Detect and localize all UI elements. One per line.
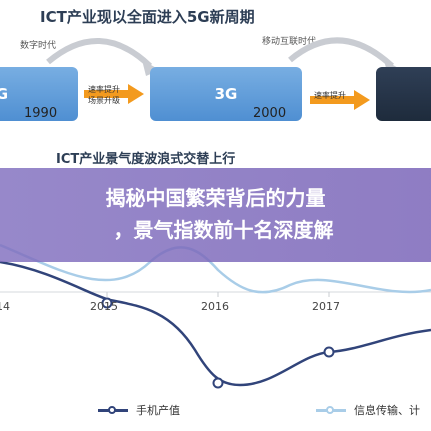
arrow-label-2: 速率提升 — [314, 91, 346, 100]
infographic-title: ICT产业现以全面进入5G新周期 — [40, 8, 255, 26]
legend-marker-icon — [98, 406, 128, 414]
point-phone-2017 — [323, 346, 335, 358]
curved-arrow-1-icon — [46, 38, 153, 69]
headline-banner[interactable]: 揭秘中国繁荣背后的力量 ，景气指数前十名深度解 — [0, 168, 431, 262]
arrow-label-1: 速率提升 场景升级 — [88, 85, 120, 105]
x-axis-tick-marks — [106, 292, 330, 297]
point-phone-2015 — [101, 297, 113, 309]
year-2000: 2000 — [253, 106, 287, 121]
generation-box-2g: G — [0, 67, 78, 121]
legend-marker-icon — [316, 406, 346, 414]
series-line-phone-output — [0, 260, 431, 387]
chart-title: ICT产业景气度波浪式交替上行 — [56, 152, 236, 167]
era-label-mobile: 移动互联时代 — [262, 37, 317, 47]
point-phone-2016 — [212, 377, 224, 389]
generation-box-next — [376, 67, 431, 121]
orange-arrow-1-icon — [84, 84, 144, 104]
curved-arrow-2-icon — [288, 37, 395, 69]
x-tick-label-2016: 2016 — [201, 300, 229, 313]
year-1990: 1990 — [24, 106, 58, 121]
era-label-digital: 数字时代 — [20, 41, 57, 51]
x-tick-label-2017: 2017 — [312, 300, 340, 313]
generation-box-3g: 3G — [150, 67, 302, 121]
legend-item-phone-output: 手机产值 — [98, 402, 180, 418]
series-line-info-transmission — [0, 243, 431, 294]
headline-line-2: ，景气指数前十名深度解 — [113, 218, 334, 242]
x-tick-label-2014: 14 — [0, 300, 10, 313]
orange-arrow-2-icon — [310, 90, 370, 110]
headline-line-1: 揭秘中国繁荣背后的力量 — [105, 186, 326, 210]
x-tick-label-2015: 2015 — [90, 300, 118, 313]
legend-item-info-transmission: 信息传输、计 — [316, 402, 420, 418]
